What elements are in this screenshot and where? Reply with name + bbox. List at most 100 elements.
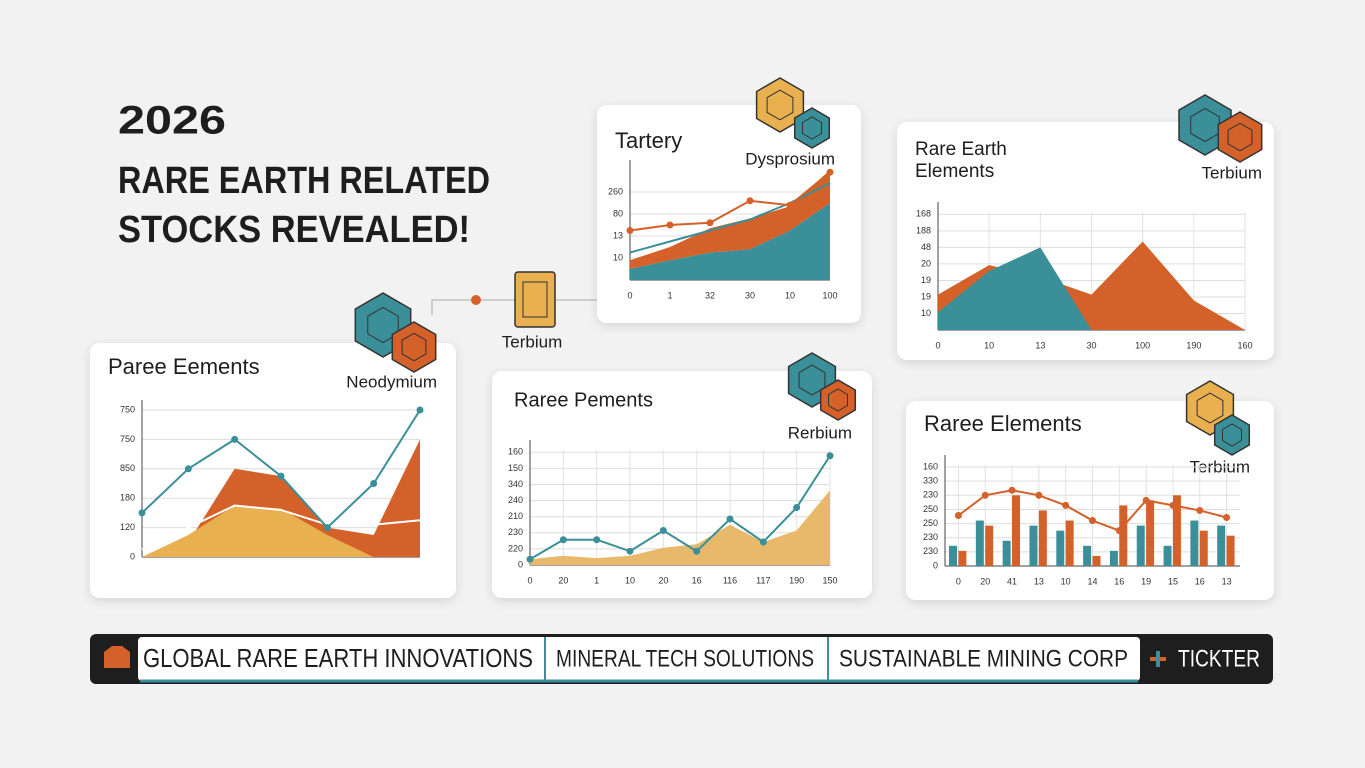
x-tick-label: 117 — [756, 575, 770, 585]
y-tick-label: 160 — [508, 447, 523, 457]
bar — [1012, 495, 1021, 566]
gem-facet — [401, 332, 427, 362]
gem-facet — [798, 364, 826, 396]
x-tick-label: 32 — [705, 290, 715, 300]
marker — [559, 536, 567, 544]
bar — [975, 520, 984, 566]
bar — [1038, 510, 1047, 566]
marker — [1089, 517, 1096, 525]
x-tick-label: 16 — [1114, 576, 1124, 586]
y-tick-label: 188 — [916, 225, 931, 235]
gem-facet — [828, 388, 848, 412]
bar — [1199, 530, 1208, 566]
marker — [593, 536, 601, 544]
marker — [1169, 501, 1177, 509]
gem-icon — [755, 77, 805, 133]
marker — [231, 435, 239, 443]
x-tick-label: 10 — [984, 340, 994, 350]
line — [529, 455, 831, 561]
marker — [746, 197, 754, 205]
card-title: Tartery — [615, 128, 682, 153]
x-tick-label: 100 — [1135, 340, 1150, 350]
card-title: Elements — [915, 161, 994, 182]
x-tick-label: 100 — [822, 290, 837, 300]
ticker-item: GLOBAL RARE EARTH INNOVATIONS — [143, 643, 533, 673]
gem-facet — [367, 306, 399, 344]
marker — [954, 512, 962, 519]
area — [142, 505, 420, 557]
gem-icon — [819, 379, 857, 421]
y-tick-label: 230 — [923, 546, 938, 556]
y-tick-label: 80 — [613, 208, 623, 218]
marker — [1142, 496, 1150, 504]
marker — [1062, 501, 1070, 509]
bar — [1092, 555, 1101, 566]
headline: RARE EARTH RELATED — [118, 160, 490, 202]
y-tick-label: 220 — [508, 543, 523, 553]
x-tick-label: 14 — [1087, 576, 1097, 586]
y-tick-label: 330 — [923, 476, 938, 486]
card-annotation: Rerbium — [788, 423, 852, 442]
y-tick-label: 230 — [923, 490, 938, 500]
headline: STOCKS REVEALED! — [118, 209, 470, 251]
line — [629, 171, 831, 232]
area — [630, 203, 830, 280]
x-tick-label: 20 — [980, 576, 990, 586]
bar — [1136, 525, 1145, 566]
gem-facet — [802, 116, 822, 140]
bar — [1056, 530, 1065, 566]
y-tick-label: 210 — [508, 511, 523, 521]
bar — [949, 545, 958, 566]
marker — [323, 524, 331, 532]
bar — [1002, 540, 1011, 566]
y-tick-label: 150 — [508, 463, 523, 473]
gem-icon — [793, 107, 831, 149]
bar — [1217, 525, 1226, 566]
ticker-item: MINERAL TECH SOLUTIONS — [556, 645, 814, 672]
y-tick-label: 0 — [933, 560, 938, 570]
card-annotation: Dysprosium — [745, 149, 835, 168]
x-tick-label: 16 — [1195, 576, 1205, 586]
y-tick-label: 240 — [508, 495, 523, 505]
bar — [1029, 525, 1038, 566]
marker — [981, 491, 989, 499]
gem-facet — [1196, 392, 1224, 424]
y-tick-label: 180 — [120, 493, 135, 503]
x-tick-label: 0 — [935, 340, 940, 350]
marker — [1008, 486, 1016, 494]
marker — [416, 406, 424, 414]
bar — [1226, 535, 1235, 566]
bar — [985, 525, 994, 566]
x-tick-label: 15 — [1168, 576, 1178, 586]
y-tick-label: 850 — [120, 463, 135, 473]
x-tick-label: 190 — [1186, 340, 1201, 350]
y-tick-label: 340 — [508, 479, 523, 489]
x-tick-label: 13 — [1035, 340, 1045, 350]
x-tick-label: 20 — [658, 575, 668, 585]
headline-year: 2026 — [118, 99, 226, 143]
card-annotation: Neodymium — [346, 372, 437, 391]
card-title: Raree Pements — [514, 389, 653, 411]
bar — [1119, 505, 1128, 566]
marker — [626, 227, 634, 234]
y-tick-label: 0 — [518, 559, 523, 569]
marker — [626, 547, 634, 555]
ticker-badge: TICKTER — [1178, 645, 1260, 672]
x-tick-label: 13 — [1222, 576, 1232, 586]
marker — [693, 547, 701, 555]
bar — [1065, 520, 1074, 566]
x-tick-label: 10 — [1061, 576, 1071, 586]
gem-facet — [1227, 122, 1253, 152]
card-title: Paree Eements — [108, 354, 260, 379]
marker — [759, 538, 767, 546]
y-tick-label: 230 — [923, 532, 938, 542]
marker — [826, 168, 834, 176]
ticker-item: SUSTAINABLE MINING CORP — [839, 645, 1128, 672]
gem-facet — [766, 89, 794, 121]
y-tick-label: 10 — [613, 252, 623, 262]
ticker: GLOBAL RARE EARTH INNOVATIONS MINERAL TE… — [90, 634, 1273, 684]
gem-icon — [1217, 111, 1263, 163]
marker — [526, 555, 534, 563]
